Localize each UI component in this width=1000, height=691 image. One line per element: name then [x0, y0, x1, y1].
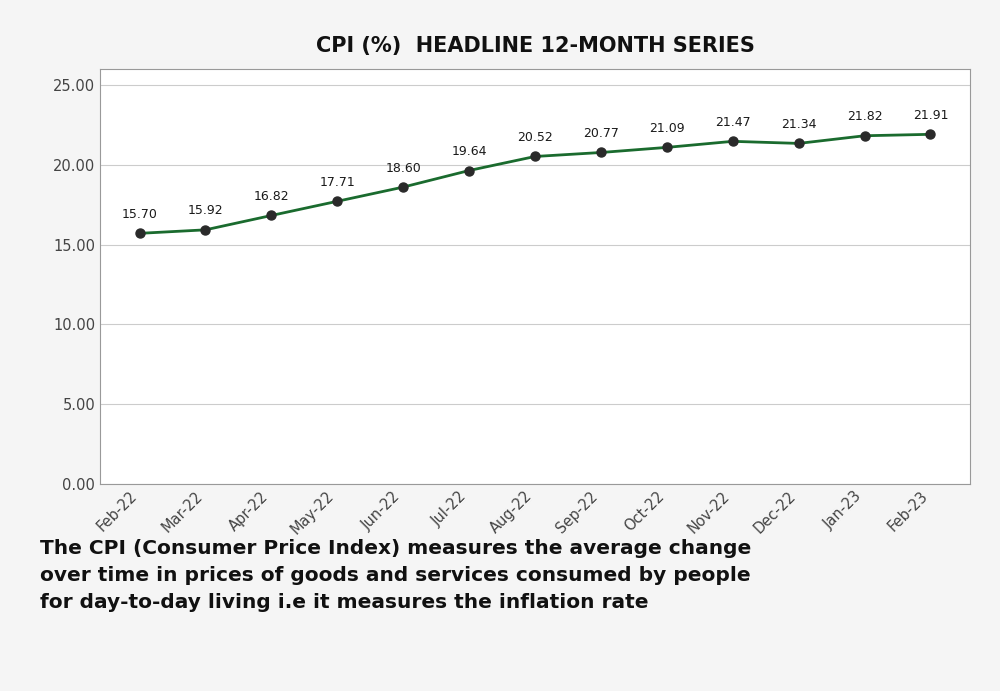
Text: 16.82: 16.82: [254, 190, 289, 203]
Text: 21.09: 21.09: [649, 122, 685, 135]
Text: 21.82: 21.82: [847, 111, 882, 123]
Text: 21.47: 21.47: [715, 116, 751, 129]
Text: 21.34: 21.34: [781, 118, 816, 131]
Text: 15.70: 15.70: [122, 208, 157, 221]
Text: 21.91: 21.91: [913, 108, 948, 122]
Text: 17.71: 17.71: [319, 176, 355, 189]
Text: The CPI (Consumer Price Index) measures the average change
over time in prices o: The CPI (Consumer Price Index) measures …: [40, 539, 751, 612]
Text: 20.77: 20.77: [583, 127, 619, 140]
Title: CPI (%)  HEADLINE 12-MONTH SERIES: CPI (%) HEADLINE 12-MONTH SERIES: [316, 37, 754, 57]
Text: 18.60: 18.60: [385, 162, 421, 175]
Text: 20.52: 20.52: [517, 131, 553, 144]
Text: 15.92: 15.92: [188, 205, 223, 218]
Text: 19.64: 19.64: [451, 145, 487, 158]
